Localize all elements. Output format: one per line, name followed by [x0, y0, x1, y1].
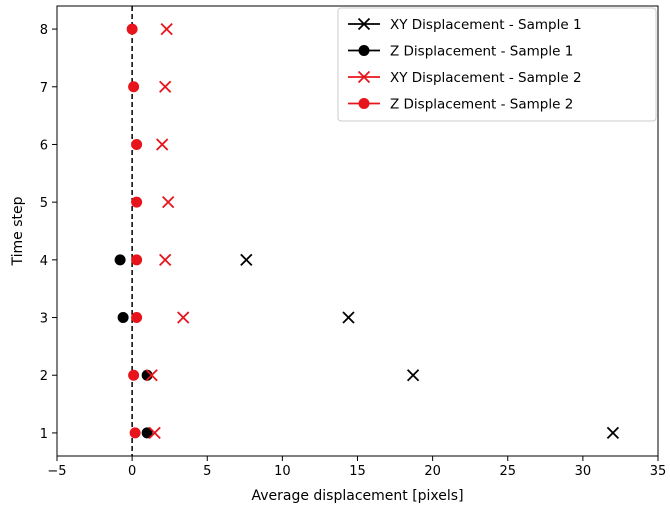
x-marker-point [240, 253, 253, 266]
legend-label: Z Displacement - Sample 1 [390, 44, 573, 60]
legend-item: XY Displacement - Sample 2 [348, 70, 582, 86]
x-marker-point [406, 369, 420, 382]
x-tick-label: −5 [47, 464, 66, 479]
legend-marker [357, 17, 371, 31]
x-marker-point [159, 80, 172, 93]
y-tick-label: 1 [40, 427, 48, 442]
circle-marker-point [129, 427, 141, 439]
x-marker-point [159, 253, 172, 266]
circle-marker-point [131, 138, 143, 150]
circle-marker-point [117, 312, 129, 324]
legend-item: Z Displacement - Sample 2 [348, 97, 573, 113]
legend-label: XY Displacement - Sample 1 [390, 17, 582, 33]
circle-marker-point [126, 23, 138, 35]
legend-item: Z Displacement - Sample 1 [348, 44, 573, 60]
series-4 [126, 23, 143, 439]
x-tick-label: 20 [424, 464, 441, 479]
y-tick-label: 8 [40, 23, 48, 38]
circle-marker-point [128, 369, 140, 381]
x-tick-label: 15 [349, 464, 366, 479]
x-tick-label: 30 [575, 464, 592, 479]
x-marker-point [162, 196, 175, 209]
x-marker-point [145, 369, 158, 382]
x-tick-label: 0 [128, 464, 136, 479]
legend-marker [357, 70, 371, 84]
legend-marker [358, 98, 370, 109]
y-tick-label: 3 [40, 312, 48, 327]
y-tick-label: 4 [40, 254, 48, 269]
x-marker-point [148, 426, 161, 440]
y-axis-label: Time step [10, 196, 26, 266]
legend-item: XY Displacement - Sample 1 [348, 17, 582, 33]
circle-marker-point [141, 427, 153, 439]
y-tick-label: 7 [40, 81, 48, 96]
series-3 [145, 22, 190, 440]
circle-marker-point [131, 196, 143, 208]
legend-label: XY Displacement - Sample 2 [390, 70, 582, 86]
circle-marker-point [128, 81, 140, 93]
x-marker-point [177, 311, 190, 324]
circle-marker-point [131, 254, 143, 266]
x-tick-label: 5 [203, 464, 211, 479]
y-tick-label: 2 [40, 369, 48, 384]
legend: XY Displacement - Sample 1 Z Displacement… [337, 7, 657, 122]
x-marker-point [342, 311, 355, 324]
x-tick-label: 25 [499, 464, 516, 479]
legend-label: Z Displacement - Sample 2 [390, 97, 573, 113]
x-marker-point [606, 426, 620, 440]
x-marker-point [160, 22, 173, 36]
series-1 [240, 253, 620, 440]
x-tick-label: 35 [650, 464, 667, 479]
x-marker-point [156, 138, 169, 151]
legend-marker [358, 45, 370, 56]
circle-marker-point [114, 254, 126, 266]
y-tick-label: 6 [40, 138, 48, 153]
x-axis-label: Average displacement [pixels] [251, 488, 463, 504]
circle-marker-point [131, 312, 143, 324]
legend-frame [337, 7, 657, 122]
y-tick-label: 5 [40, 196, 48, 211]
x-tick-label: 10 [274, 464, 291, 479]
